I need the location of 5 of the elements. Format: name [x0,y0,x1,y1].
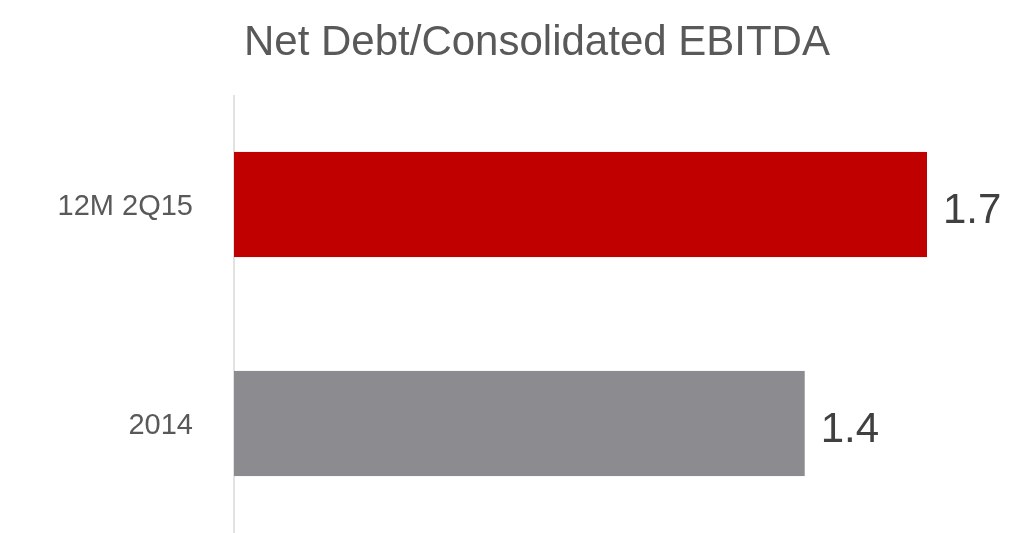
data-label: 1.7 [943,185,1002,232]
y-tick-label: 12M 2Q15 [57,188,193,221]
chart-title: Net Debt/Consolidated EBITDA [244,16,830,64]
y-tick-label: 2014 [128,407,193,440]
data-label: 1.4 [820,404,880,451]
